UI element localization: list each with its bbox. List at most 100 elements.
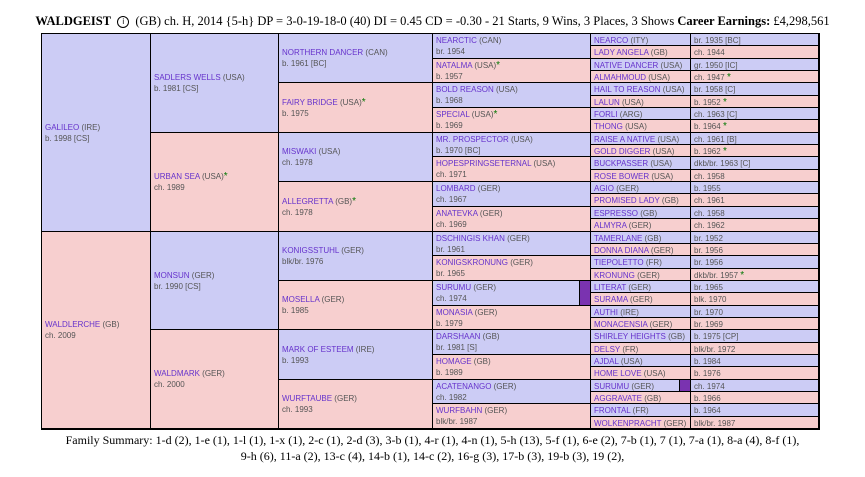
horse-name-link[interactable]: ESPRESSO xyxy=(594,209,639,218)
gen3-horse-3: MISWAKI (USA) ch. 1978 xyxy=(279,133,433,182)
horse-name-link[interactable]: WURFTAUBE xyxy=(282,394,333,403)
gen4-horse-4: SPECIAL (USA)* b. 1969 xyxy=(433,108,591,133)
horse-name-link[interactable]: TIEPOLETTO xyxy=(594,258,644,267)
horse-name-link[interactable]: DSCHINGIS KHAN xyxy=(436,234,505,243)
gen4-horse-10: KONIGSKRONUNG (GER) br. 1965 xyxy=(433,256,591,281)
horse-name-link[interactable]: SURUMU xyxy=(594,382,630,391)
horse-birth-info: b. 1961 [BC] xyxy=(282,59,327,68)
horse-name-link[interactable]: MONSUN xyxy=(154,270,190,280)
gen5-horse-info-25: b. 1975 [CP] xyxy=(691,330,819,343)
horse-name-link[interactable]: PROMISED LADY xyxy=(594,196,660,205)
horse-name-link[interactable]: NEARCTIC xyxy=(436,36,477,45)
info-icon[interactable]: i xyxy=(117,16,130,29)
gen5-horse-info-3: gr. 1950 [IC] xyxy=(691,59,819,71)
gen5-horse-20: KRONUNG (GER) xyxy=(591,269,691,281)
horse-name-link[interactable]: WALDMARK xyxy=(154,369,200,378)
horse-origin: (GER) xyxy=(189,270,215,280)
horse-name-link[interactable]: ALLEGRETTA xyxy=(282,196,333,206)
gen5-horse-info-21: br. 1965 xyxy=(691,281,819,293)
horse-name-link[interactable]: DONNA DIANA xyxy=(594,246,649,255)
horse-origin: (USA) xyxy=(646,73,671,82)
horse-name-link[interactable]: AJDAL xyxy=(594,357,619,366)
gen4-horse-12: MONASIA (GER) b. 1979 xyxy=(433,306,591,330)
horse-name-link[interactable]: MR. PROSPECTOR xyxy=(436,135,509,144)
horse-name-link[interactable]: NATALMA xyxy=(436,61,473,70)
horse-name-link[interactable]: NATIVE DANCER xyxy=(594,61,659,70)
gen5-horse-info-18: br. 1956 xyxy=(691,244,819,256)
gen4-horse-2: NATALMA (USA)* b. 1957 xyxy=(433,59,591,83)
gen5-horse-7: FORLI (ARG) xyxy=(591,108,691,120)
horse-name-link[interactable]: GALILEO xyxy=(45,122,80,132)
gen5-horse-25: SHIRLEY HEIGHTS (GB) xyxy=(591,330,691,343)
horse-name-link[interactable]: ALMYRA xyxy=(594,221,627,230)
gen5-horse-info-27: b. 1984 xyxy=(691,355,819,367)
horse-name-link[interactable]: ROSE BOWER xyxy=(594,172,650,181)
horse-name-link[interactable]: LADY ANGELA xyxy=(594,48,649,57)
horse-name-link[interactable]: BOLD REASON xyxy=(436,85,494,94)
horse-name-link[interactable]: KONIGSKRONUNG xyxy=(436,258,509,267)
horse-name-link[interactable]: HAIL TO REASON xyxy=(594,85,661,94)
horse-name-link[interactable]: RAISE A NATIVE xyxy=(594,135,656,144)
horse-name-link[interactable]: BUCKPASSER xyxy=(594,159,649,168)
horse-name-link[interactable]: FRONTAL xyxy=(594,406,631,415)
horse-origin: (GB) xyxy=(638,209,658,218)
horse-name-link[interactable]: DELSY xyxy=(594,345,621,354)
horse-birth-info: br. 1981 [S] xyxy=(436,343,477,352)
horse-name-link[interactable]: WOLKENPRACHT xyxy=(594,419,662,428)
horse-name-link[interactable]: ACATENANGO xyxy=(436,382,492,391)
horse-name-link[interactable]: KONIGSSTUHL xyxy=(282,246,340,255)
horse-birth-info: b. 1962 xyxy=(694,147,721,156)
horse-origin: (USA) xyxy=(648,159,673,168)
gen3-horse-1: NORTHERN DANCER (CAN) b. 1961 [BC] xyxy=(279,34,433,83)
horse-name-link[interactable]: AUTHI xyxy=(594,308,618,317)
horse-origin: (GER) xyxy=(472,308,498,317)
horse-name-link[interactable]: MARK OF ESTEEM xyxy=(282,344,354,354)
horse-name-link[interactable]: MONASIA xyxy=(436,308,473,317)
horse-name-link[interactable]: KRONUNG xyxy=(594,271,635,280)
horse-name-link[interactable]: GOLD DIGGER xyxy=(594,147,651,156)
horse-birth-info: b. 1964 xyxy=(694,122,721,131)
horse-name-link[interactable]: FORLI xyxy=(594,110,618,119)
horse-name-link[interactable]: SADLERS WELLS xyxy=(154,73,221,82)
horse-name-link[interactable]: NORTHERN DANCER xyxy=(282,48,364,57)
horse-name-link[interactable]: TAMERLANE xyxy=(594,234,643,243)
horse-name-link[interactable]: MONACENSIA xyxy=(594,320,648,329)
horse-name-link[interactable]: MOSELLA xyxy=(282,295,320,304)
horse-name-link[interactable]: LITERAT xyxy=(594,283,627,292)
horse-name-link[interactable]: LOMBARD xyxy=(436,184,476,193)
horse-name-link[interactable]: HOPESPRINGSETERNAL xyxy=(436,159,532,168)
horse-name-link[interactable]: ALMAHMOUD xyxy=(594,73,647,82)
horse-name-link[interactable]: ANATEVKA xyxy=(436,209,478,218)
gen5-horse-4: ALMAHMOUD (USA) xyxy=(591,71,691,83)
horse-name-link[interactable]: SPECIAL xyxy=(436,110,470,119)
horse-origin: (GER) xyxy=(475,184,501,193)
gen4-horse-15: ACATENANGO (GER) ch. 1982 xyxy=(433,380,591,404)
horse-name-link[interactable]: AGIO xyxy=(594,184,615,193)
horse-name-link[interactable]: THONG xyxy=(594,122,623,131)
horse-origin: (USA) xyxy=(641,369,666,378)
horse-name-link[interactable]: FAIRY BRIDGE xyxy=(282,97,338,107)
horse-name-link[interactable]: WALDLERCHE xyxy=(45,320,101,329)
horse-name-link[interactable]: SHIRLEY HEIGHTS xyxy=(594,332,666,341)
horse-origin: (GB) xyxy=(332,196,353,206)
horse-name-link[interactable]: AGGRAVATE xyxy=(594,394,643,403)
horse-name[interactable]: WALDGEIST xyxy=(35,14,112,28)
horse-origin: (GER) xyxy=(199,369,225,378)
horse-name-link[interactable]: MISWAKI xyxy=(282,147,317,156)
horse-name-link[interactable]: HOMAGE xyxy=(436,357,472,366)
horse-name-link[interactable]: DARSHAAN xyxy=(436,332,481,341)
horse-name-link[interactable]: WURFBAHN xyxy=(436,406,483,415)
horse-name-link[interactable]: LALUN xyxy=(594,98,620,107)
gen4-horse-9: DSCHINGIS KHAN (GER) br. 1961 xyxy=(433,232,591,256)
horse-name-link[interactable]: NEARCO xyxy=(594,36,629,45)
horse-name-link[interactable]: SURUMU xyxy=(436,283,472,292)
horse-name-link[interactable]: SURAMA xyxy=(594,295,628,304)
horse-name-link[interactable]: HOME LOVE xyxy=(594,369,642,378)
horse-origin: (FR) xyxy=(643,258,662,267)
gen5-horse-info-19: br. 1956 xyxy=(691,256,819,269)
gen5-horse-12: ROSE BOWER (USA) xyxy=(591,170,691,182)
horse-birth-info: br. 1969 xyxy=(694,320,723,329)
gen5-horse-6: LALUN (USA) xyxy=(591,96,691,108)
horse-name-link[interactable]: URBAN SEA xyxy=(154,172,200,181)
gen5-horse-29: SURUMU (GER) xyxy=(591,380,691,392)
